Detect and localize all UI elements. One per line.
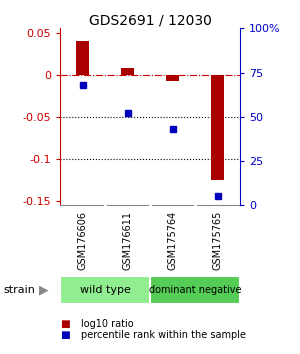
Text: GSM175765: GSM175765 [212, 211, 223, 270]
Bar [166, 75, 179, 81]
Text: wild type: wild type [80, 285, 130, 295]
Text: strain: strain [3, 285, 35, 295]
Bar [121, 68, 134, 75]
Text: GSM175764: GSM175764 [167, 211, 178, 270]
Text: GSM176611: GSM176611 [122, 211, 133, 270]
Text: dominant negative: dominant negative [149, 285, 241, 295]
Bar [76, 41, 89, 75]
Text: ▶: ▶ [39, 284, 48, 297]
Title: GDS2691 / 12030: GDS2691 / 12030 [88, 13, 212, 27]
Text: GSM176606: GSM176606 [77, 211, 88, 270]
Text: ■: ■ [60, 319, 70, 329]
Bar [60, 276, 150, 304]
Bar [211, 75, 224, 180]
Text: ■: ■ [60, 330, 70, 339]
Text: log10 ratio: log10 ratio [81, 319, 134, 329]
Text: percentile rank within the sample: percentile rank within the sample [81, 330, 246, 339]
Bar [150, 276, 240, 304]
